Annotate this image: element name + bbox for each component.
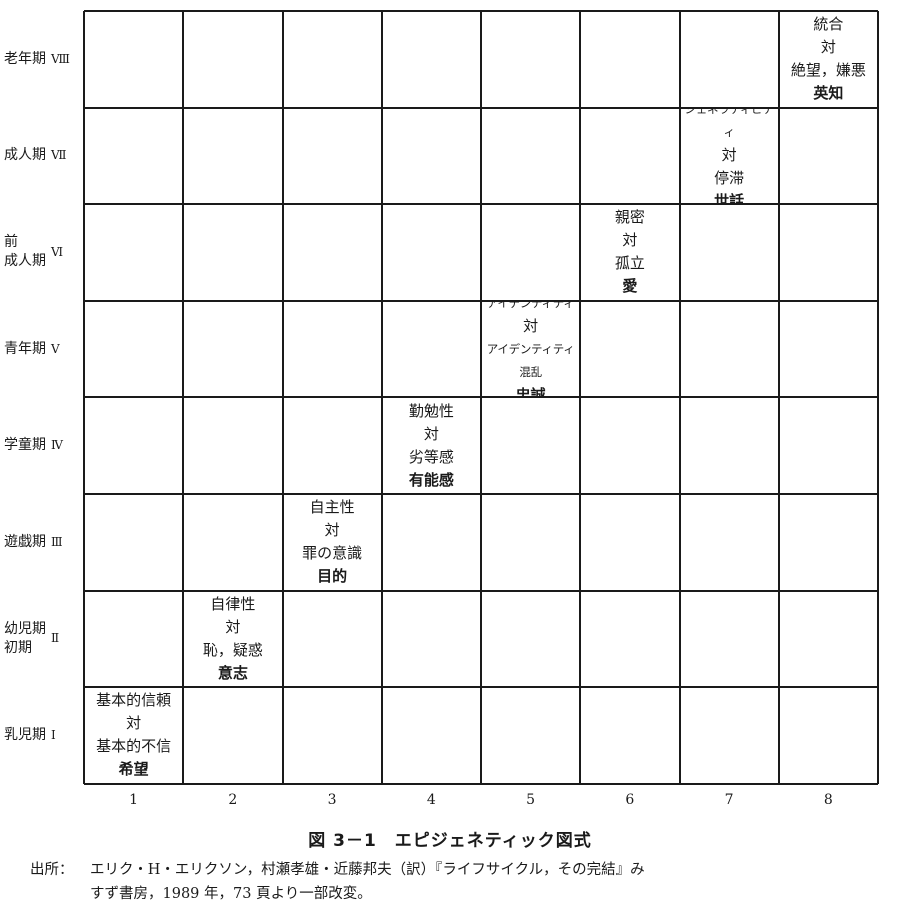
- row-label: 幼児期 初期 Ⅱ: [0, 591, 84, 688]
- figure-caption: 図 3－1 エピジェネティック図式: [308, 831, 592, 851]
- column-number: 4: [426, 792, 436, 808]
- column-number: 5: [526, 792, 536, 808]
- versus-text: 対: [225, 617, 241, 636]
- stage-roman-numeral: Ⅵ: [51, 244, 64, 259]
- crisis-cell: 自主性対罪の意識目的: [284, 495, 381, 590]
- column-number: 2: [228, 792, 238, 808]
- stage-roman-numeral: Ⅴ: [51, 341, 60, 356]
- negative-trait: 罪の意識: [302, 544, 363, 563]
- virtue-text: 有能感: [408, 470, 454, 489]
- negative-trait: 基本的不信: [96, 737, 172, 756]
- negative-trait: 絶望，嫌悪: [790, 61, 866, 80]
- crisis-cell: 親密対孤立愛: [581, 205, 678, 300]
- grid-horizontal-line: [84, 493, 878, 495]
- row-label: 乳児期 Ⅰ: [0, 687, 84, 784]
- virtue-text: 意志: [217, 663, 248, 682]
- positive-trait: 勤勉性: [408, 401, 454, 420]
- negative-trait: 劣等感: [408, 447, 454, 466]
- stage-roman-numeral: Ⅱ: [51, 631, 60, 646]
- negative-trait: アイデンティティ混乱: [486, 341, 575, 379]
- stage-name: 老年期: [4, 50, 46, 67]
- stage-name: 青年期: [4, 340, 46, 357]
- virtue-text: 愛: [622, 277, 638, 296]
- stage-name: 幼児期 初期: [4, 620, 46, 656]
- crisis-cell: ジェネラティビティ対停滞世話: [681, 109, 778, 204]
- row-label: 青年期 Ⅴ: [0, 301, 84, 398]
- stage-name: 成人期: [4, 147, 46, 164]
- grid-horizontal-line: [84, 203, 878, 206]
- positive-trait: ジェネラティビティ: [684, 108, 774, 140]
- column-number: 6: [625, 792, 635, 808]
- negative-trait: 孤立: [614, 254, 645, 273]
- positive-trait: 基本的信頼: [96, 691, 172, 710]
- column-number: 3: [327, 792, 337, 808]
- stage-roman-numeral: Ⅰ: [51, 727, 56, 742]
- versus-text: 対: [820, 38, 836, 57]
- column-number: 7: [724, 792, 734, 808]
- grid-horizontal-line: [84, 299, 878, 302]
- virtue-text: 目的: [317, 567, 348, 586]
- virtue-text: 希望: [118, 760, 149, 779]
- row-label: 成人期 Ⅶ: [0, 108, 84, 205]
- stage-roman-numeral: Ⅶ: [51, 148, 67, 163]
- row-label: 遊戯期 Ⅲ: [0, 494, 84, 591]
- stage-roman-numeral: Ⅲ: [51, 534, 63, 549]
- grid-horizontal-line: [84, 589, 878, 592]
- positive-trait: 自主性: [309, 498, 355, 517]
- stage-name: 遊戯期: [4, 533, 46, 550]
- stage-roman-numeral: Ⅷ: [51, 51, 70, 66]
- virtue-text: 世話: [714, 192, 745, 204]
- grid-horizontal-line: [84, 686, 878, 689]
- row-label: 老年期 Ⅷ: [0, 11, 84, 108]
- versus-text: 対: [126, 714, 142, 733]
- grid-horizontal-line: [84, 10, 878, 12]
- versus-text: 対: [721, 146, 737, 165]
- negative-trait: 停滞: [714, 169, 745, 188]
- crisis-cell: 統合対絶望，嫌悪英知: [780, 12, 877, 107]
- versus-text: 対: [423, 424, 439, 443]
- crisis-cell: アイデンティティ対アイデンティティ混乱忠誠: [482, 302, 579, 397]
- virtue-text: 忠誠: [515, 385, 546, 397]
- crisis-cell: 基本的信頼対基本的不信希望: [85, 688, 182, 783]
- row-label: 学童期 Ⅳ: [0, 397, 84, 494]
- source-line-1: エリク・H・エリクソン，村瀬孝雄・近藤邦夫（訳）『ライフサイクル，その完結』み: [90, 862, 645, 878]
- positive-trait: 親密: [614, 208, 645, 227]
- stage-name: 学童期: [4, 437, 46, 454]
- grid-horizontal-line: [84, 106, 878, 109]
- stage-name: 前成人期: [4, 234, 46, 270]
- column-number: 1: [129, 792, 139, 808]
- positive-trait: 自律性: [210, 594, 256, 613]
- virtue-text: 英知: [813, 84, 844, 103]
- grid-vertical-line: [877, 11, 879, 784]
- grid-horizontal-line: [84, 396, 878, 399]
- source-label: 出所：: [30, 862, 74, 878]
- crisis-cell: 勤勉性対劣等感有能感: [383, 398, 480, 493]
- versus-text: 対: [324, 521, 340, 540]
- grid-horizontal-line: [84, 782, 878, 785]
- row-label: 前成人期 Ⅵ: [0, 204, 84, 301]
- positive-trait: 統合: [813, 15, 844, 34]
- stage-roman-numeral: Ⅳ: [51, 438, 63, 453]
- positive-trait: アイデンティティ: [486, 301, 575, 310]
- source-line-2: すず書房，1989 年，73 頁より一部改変。: [90, 886, 372, 902]
- stage-name: 乳児期: [4, 726, 46, 743]
- versus-text: 対: [622, 231, 638, 250]
- crisis-cell: 自律性対恥，疑惑意志: [184, 592, 281, 687]
- column-number: 8: [823, 792, 833, 808]
- versus-text: 対: [523, 316, 539, 335]
- negative-trait: 恥，疑惑: [202, 640, 263, 659]
- source-note: 出所： エリク・H・エリクソン，村瀬孝雄・近藤邦夫（訳）『ライフサイクル，その完結…: [30, 858, 890, 906]
